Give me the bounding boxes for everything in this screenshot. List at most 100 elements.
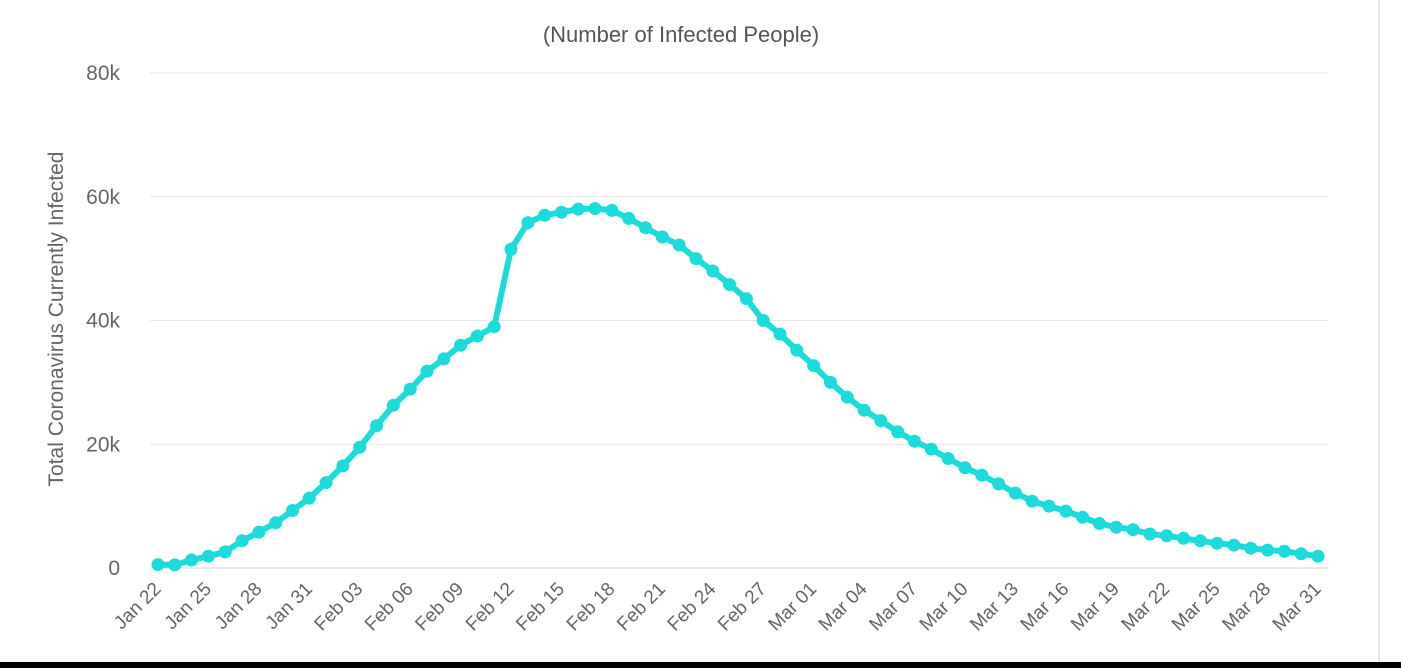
data-point[interactable] [874,414,888,428]
data-point[interactable] [386,398,400,412]
data-point[interactable] [706,264,720,278]
chart-title: (Number of Infected People) [543,22,819,47]
data-point[interactable] [487,320,501,334]
data-point[interactable] [437,352,451,366]
data-point[interactable] [1109,520,1123,534]
x-tick-label: Feb 24 [664,578,721,635]
data-point[interactable] [555,205,568,219]
data-point[interactable] [470,329,484,343]
data-point[interactable] [218,545,232,559]
data-point[interactable] [1076,510,1090,524]
data-point[interactable] [521,216,535,230]
data-point[interactable] [504,242,518,256]
data-point[interactable] [1025,494,1039,508]
data-point[interactable] [420,364,434,378]
data-point[interactable] [235,534,249,548]
data-point[interactable] [1160,529,1174,543]
data-point[interactable] [975,468,989,482]
gridlines [150,72,1328,445]
data-point[interactable] [1294,547,1308,561]
data-point[interactable] [370,419,384,433]
data-point[interactable] [958,461,972,475]
x-tick-label: Feb 03 [311,579,368,636]
data-point[interactable] [1177,531,1190,545]
x-tick-label: Feb 21 [613,579,670,636]
x-tick-label: Mar 28 [1218,579,1275,636]
data-point[interactable] [1261,543,1275,557]
data-point[interactable] [908,434,921,448]
data-point[interactable] [168,558,182,572]
data-point[interactable] [252,525,266,539]
y-tick-label: 0 [108,557,120,580]
data-point[interactable] [571,202,585,216]
data-point[interactable] [336,459,350,473]
data-point[interactable] [1227,538,1241,552]
data-point[interactable] [151,558,165,572]
data-point[interactable] [302,491,316,505]
data-point[interactable] [201,549,215,563]
y-tick-label: 40k [86,310,120,333]
data-point[interactable] [639,221,652,235]
data-point[interactable] [1143,527,1157,541]
data-point[interactable] [353,440,367,454]
x-tick-label: Jan 31 [262,579,317,634]
data-point[interactable] [790,343,804,357]
data-point[interactable] [1042,499,1056,513]
data-point[interactable] [1193,534,1207,548]
x-tick-label: Feb 06 [361,579,418,636]
y-axis-ticks: 0 20k 40k 60k 80k [86,62,120,580]
data-point[interactable] [739,292,753,306]
data-point[interactable] [672,238,686,252]
data-point[interactable] [756,314,770,327]
data-point[interactable] [891,425,905,439]
data-point[interactable] [824,375,837,389]
x-tick-label: Feb 27 [714,579,771,636]
x-tick-label: Mar 01 [765,579,822,636]
data-point[interactable] [1244,541,1258,555]
data-point[interactable] [588,202,602,215]
data-point[interactable] [185,553,199,567]
series-points [151,202,1325,572]
data-point[interactable] [605,203,619,217]
data-point[interactable] [622,211,636,225]
data-point[interactable] [655,230,669,244]
x-tick-label: Feb 18 [563,579,620,636]
data-point[interactable] [924,442,938,456]
panel-border [1378,0,1380,668]
data-point[interactable] [1126,523,1140,537]
data-point[interactable] [941,452,955,465]
x-tick-label: Mar 16 [1017,579,1074,636]
data-point[interactable] [773,327,787,341]
data-point[interactable] [857,403,871,417]
data-point[interactable] [538,208,552,222]
series-line-group [155,205,1321,568]
x-tick-label: Mar 25 [1168,579,1225,636]
y-tick-label: 80k [86,62,120,85]
data-point[interactable] [1059,504,1073,518]
data-point[interactable] [807,359,821,373]
data-point[interactable] [1092,517,1106,530]
data-point[interactable] [840,390,854,404]
data-point[interactable] [269,516,283,530]
x-tick-label: Mar 31 [1269,579,1326,636]
data-point[interactable] [1277,544,1291,558]
x-tick-label: Mar 13 [966,579,1023,636]
x-tick-label: Jan 28 [211,579,266,634]
data-point[interactable] [1210,536,1224,550]
data-point[interactable] [723,278,737,292]
x-tick-label: Mar 22 [1118,579,1175,636]
data-point[interactable] [286,504,299,517]
x-tick-label: Mar 10 [916,579,973,636]
data-point[interactable] [992,477,1006,491]
x-tick-label: Mar 19 [1067,579,1124,636]
y-tick-label: 20k [86,433,120,456]
data-point[interactable] [689,252,703,266]
x-tick-label: Feb 15 [512,579,569,636]
data-point[interactable] [1311,549,1325,563]
data-point[interactable] [403,382,417,396]
data-point[interactable] [319,476,333,490]
data-point[interactable] [454,338,468,352]
data-point[interactable] [1008,486,1022,500]
